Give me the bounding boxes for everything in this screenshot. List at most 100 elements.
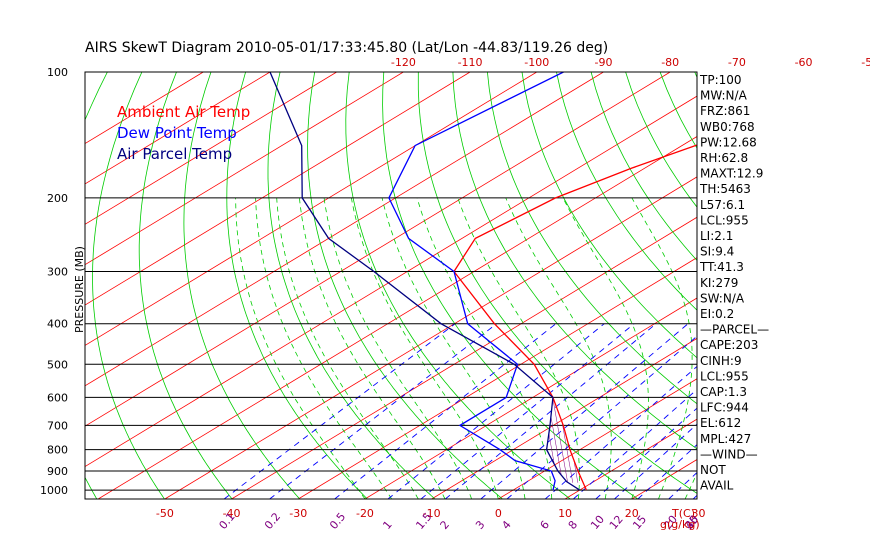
- pressure-tick-label: 300: [47, 266, 68, 279]
- sounding-profiles: [269, 72, 697, 491]
- bottom-temperature-ticks: -50 -40 -30 -20 -10 0 10 20 30: [156, 507, 706, 520]
- moist-adiabat-line: [631, 197, 693, 499]
- dry-adiabat-line: [307, 72, 503, 499]
- index-label: LCL:955: [700, 213, 749, 227]
- index-label: TH:5463: [699, 182, 751, 196]
- dry-adiabat-line: [590, 72, 697, 262]
- index-label: TP:100: [699, 73, 742, 87]
- index-label: CAP:1.3: [700, 385, 747, 399]
- mixing-ratio-tick-label: 0.5: [327, 510, 348, 532]
- top-temp-tick-label: -70: [728, 56, 746, 69]
- dry-adiabat-line: [833, 72, 870, 499]
- top-temp-tick-label: -80: [661, 56, 679, 69]
- isotherm-line: [164, 176, 697, 499]
- mixing-ratio-line: [480, 323, 689, 499]
- isotherm-line: [85, 95, 697, 468]
- bottom-temp-tick-label: 0: [495, 507, 502, 520]
- pressure-tick-label: 700: [47, 419, 68, 432]
- moist-adiabat-line: [235, 197, 366, 499]
- bottom-temp-tick-label: -40: [223, 507, 241, 520]
- index-label: —PARCEL—: [700, 323, 769, 337]
- top-temp-tick-label: -100: [524, 56, 549, 69]
- index-label: SW:N/A: [700, 291, 745, 305]
- index-label: AVAIL: [700, 479, 734, 493]
- bottom-temp-tick-label: -50: [156, 507, 174, 520]
- mixing-ratio-unit-label: g(g/kg): [660, 518, 700, 531]
- index-label: EI:0.2: [700, 307, 734, 321]
- top-temp-tick-label: -60: [795, 56, 813, 69]
- plot-frame: [84, 71, 698, 500]
- mixing-ratio-line: [223, 323, 456, 499]
- pressure-tick-label: 800: [47, 444, 68, 457]
- legend-parcel: Air Parcel Temp: [117, 145, 232, 163]
- dry-adiabat-line: [267, 72, 436, 499]
- moist-adiabat-line: [562, 197, 649, 499]
- index-label: MW:N/A: [700, 89, 748, 103]
- index-label: TT:41.3: [699, 260, 744, 274]
- temp-unit-label: T(C): [671, 507, 695, 520]
- mixing-ratio-line: [573, 388, 697, 499]
- top-temp-tick-label: -120: [391, 56, 416, 69]
- mixing-ratio-tick-label: 1: [380, 518, 394, 532]
- isotherm-line: [85, 72, 404, 266]
- top-temp-tick-label: -110: [458, 56, 483, 69]
- dry-adiabat-line: [521, 72, 697, 359]
- index-label: FRZ:861: [700, 104, 750, 118]
- dry-adiabat-line: [452, 72, 697, 450]
- index-label: LCL:955: [700, 369, 749, 383]
- index-label: MAXT:12.9: [700, 167, 763, 181]
- pressure-tick-labels: 100 200 300 400 500 600 700 800 900 1000: [40, 66, 68, 497]
- moist-adiabat-line: [416, 197, 553, 499]
- pressure-tick-label: 100: [47, 66, 68, 79]
- index-label: NOT: [700, 463, 726, 477]
- dry-adiabat-line: [183, 72, 300, 499]
- pressure-tick-label: 200: [47, 192, 68, 205]
- dry-adiabat-line: [382, 72, 639, 499]
- isotherm-line: [498, 378, 697, 499]
- index-label: LI:2.1: [700, 229, 733, 243]
- index-label: —WIND—: [700, 447, 758, 461]
- mixing-ratio-line: [506, 335, 697, 499]
- mixing-ratio-tick-label: 10: [588, 513, 607, 532]
- dry-adiabat-line: [417, 72, 697, 494]
- dry-adiabat-line: [487, 72, 697, 405]
- y-axis-label: PRESSURE (MB): [73, 246, 86, 333]
- chart-title: AIRS SkewT Diagram 2010-05-01/17:33:45.8…: [85, 40, 608, 56]
- mixing-ratio-tick-label: 3: [473, 518, 487, 532]
- dry-adiabat-line: [345, 72, 571, 499]
- mixing-ratio-line: [544, 365, 697, 499]
- index-label: MPL:427: [700, 432, 751, 446]
- moist-adiabat-line: [299, 197, 446, 499]
- moist-adiabat-line: [351, 197, 499, 499]
- legend-dewpoint: Dew Point Temp: [117, 124, 237, 142]
- bottom-temp-tick-label: -30: [289, 507, 307, 520]
- air-parcel-templine: [269, 72, 581, 491]
- moist-adiabat-line: [255, 197, 392, 499]
- mixing-ratio-line: [269, 323, 497, 499]
- background-lines: [85, 72, 870, 499]
- legend: Ambient Air Temp Dew Point Temp Air Parc…: [117, 103, 250, 163]
- mixing-ratio-line: [445, 323, 657, 499]
- moist-adiabat-line: [381, 197, 526, 499]
- mixing-ratio-line: [387, 323, 605, 499]
- index-label: SI:9.4: [700, 245, 734, 259]
- moist-adiabat-line: [276, 197, 419, 499]
- bottom-temp-tick-label: 20: [625, 507, 639, 520]
- dry-adiabat-line: [764, 72, 870, 499]
- isotherm-line: [97, 136, 697, 499]
- moist-adiabat-line: [323, 197, 473, 499]
- isobar-lines: [85, 197, 697, 491]
- isotherm-line: [765, 72, 870, 499]
- pressure-tick-label: 1000: [40, 484, 68, 497]
- pressure-tick-label: 600: [47, 391, 68, 404]
- pressure-tick-label: 500: [47, 358, 68, 371]
- index-label: LFC:944: [700, 401, 749, 415]
- isotherm-line: [85, 72, 671, 427]
- top-temp-tick-label: -50: [861, 56, 870, 69]
- dry-adiabat-line: [138, 72, 233, 499]
- bottom-temp-tick-label: -20: [356, 507, 374, 520]
- index-label: CINH:9: [700, 354, 742, 368]
- isotherm-line: [85, 72, 604, 387]
- moist-adiabat-line: [505, 197, 612, 499]
